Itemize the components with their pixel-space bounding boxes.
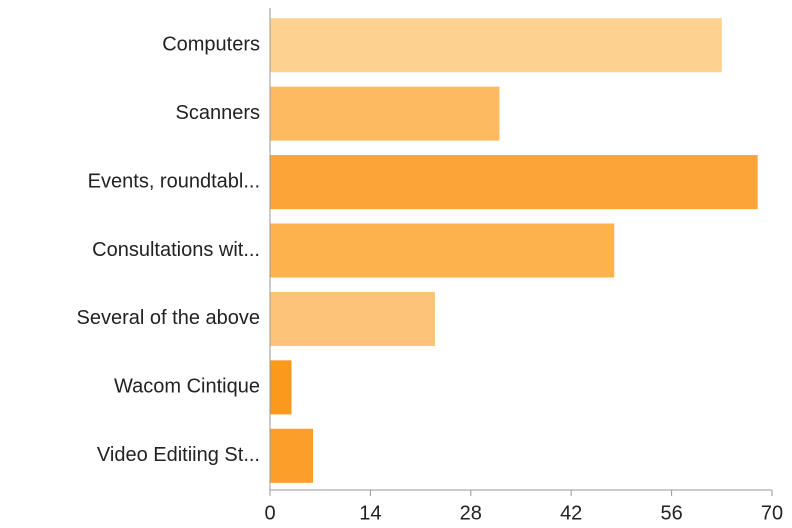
bar [270, 428, 314, 483]
y-tick-label: Scanners [176, 102, 261, 124]
y-tick-label: Video Editiing St... [97, 444, 260, 466]
bar [270, 291, 435, 346]
bar [270, 155, 758, 210]
y-tick-label: Wacom Cintique [114, 376, 260, 398]
x-tick-label: 0 [264, 502, 275, 524]
x-tick-label: 42 [560, 502, 582, 524]
x-tick-label: 70 [761, 502, 783, 524]
y-tick-label: Several of the above [77, 307, 260, 329]
x-tick-label: 56 [660, 502, 682, 524]
bar [270, 18, 722, 73]
x-tick-label: 28 [460, 502, 482, 524]
bar [270, 86, 500, 141]
bar [270, 223, 615, 278]
y-tick-label: Events, roundtabl... [88, 170, 260, 192]
bar [270, 360, 292, 415]
y-tick-label: Computers [162, 33, 260, 55]
x-tick-label: 14 [359, 502, 381, 524]
y-tick-label: Consultations wit... [92, 239, 260, 261]
